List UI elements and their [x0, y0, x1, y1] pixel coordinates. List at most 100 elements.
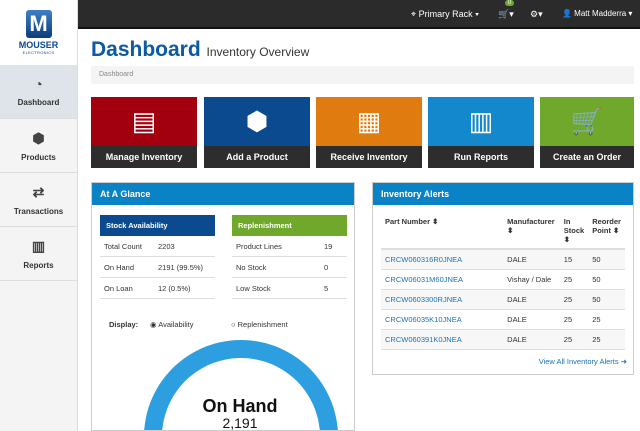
gauge-icon: ◔: [34, 76, 43, 92]
stat-value: 12 (0.5%): [158, 284, 191, 293]
panel-title: Inventory Alerts: [373, 183, 633, 205]
column-header[interactable]: In Stock ⬍: [559, 213, 589, 250]
at-a-glance-panel: At A Glance Stock Availability Total Cou…: [91, 182, 355, 431]
stat-value: 0: [324, 263, 329, 272]
stat-row: Low Stock 5: [232, 278, 347, 299]
column-header[interactable]: Reorder Point ⬍: [588, 213, 625, 250]
logo-mark: M: [25, 10, 52, 38]
sidebar-item-reports[interactable]: ▥ Reports: [0, 227, 77, 281]
exchange-icon: ⇄: [32, 183, 45, 200]
table-row: CRCW060391K0JNEA DALE 25 25: [381, 329, 625, 350]
tile-label: Add a Product: [204, 146, 310, 168]
cell: CRCW06035K10JNEA: [381, 309, 504, 330]
table-row: CRCW06031M60JNEA Vishay / Dale 25 50: [381, 269, 625, 290]
part-number-link[interactable]: CRCW06035K10JNEA: [385, 314, 462, 324]
cubes-icon: ⬢: [32, 129, 45, 146]
tile-create-an-order[interactable]: 🛒 Create an Order: [540, 97, 634, 168]
tile-icon: ▦: [356, 106, 382, 136]
sidebar-item-dashboard[interactable]: ◔ Dashboard: [0, 65, 77, 119]
inventory-alerts-panel: Inventory Alerts Part Number ⬍ Manufactur…: [372, 182, 634, 375]
part-number-link[interactable]: CRCW060391K0JNEA: [385, 334, 462, 344]
location-label: Primary Rack ▾: [418, 9, 479, 19]
stock-availability: Stock Availability Total Count 2203 On Han…: [100, 215, 215, 299]
display-label: Display:: [109, 320, 139, 329]
part-number-link[interactable]: CRCW0603300RJNEA: [385, 294, 463, 304]
cell: 25: [559, 309, 589, 330]
cell: 50: [588, 289, 625, 310]
sidebar: M MOUSER ELECTRONICS ◔ Dashboard ⬢ Product…: [0, 0, 78, 431]
cell: 25: [559, 329, 589, 350]
title-text: Dashboard: [91, 38, 201, 61]
cell: Vishay / Dale: [503, 269, 560, 290]
page-subtitle: Inventory Overview: [206, 45, 310, 59]
column-header[interactable]: Part Number ⬍: [381, 213, 504, 250]
stat-value: 2191 (99.5%): [158, 263, 204, 272]
cell: 15: [559, 249, 589, 270]
stat-row: On Hand 2191 (99.5%): [100, 257, 215, 278]
page-title: Dashboard Inventory Overview: [91, 38, 309, 62]
label: Products: [21, 152, 56, 162]
logo-sub: ELECTRONICS: [22, 50, 55, 55]
table-row: CRCW060316R0JNEA DALE 15 50: [381, 249, 625, 270]
stat-label: No Stock: [236, 263, 267, 272]
donut-ring: [144, 340, 338, 430]
cell: DALE: [503, 289, 560, 310]
table-row: CRCW06035K10JNEA DALE 25 25: [381, 309, 625, 330]
cell: DALE: [503, 329, 560, 350]
cell: DALE: [503, 249, 560, 270]
label: Dashboard: [17, 98, 60, 107]
cell: 25: [588, 309, 625, 330]
column-header[interactable]: Manufacturer ⬍: [503, 213, 560, 250]
label: Transactions: [13, 206, 64, 216]
sidebar-item-products[interactable]: ⬢ Products: [0, 119, 77, 173]
stat-row: No Stock 0: [232, 257, 347, 278]
settings-dropdown[interactable]: ⚙▾: [530, 9, 543, 19]
tile-manage-inventory[interactable]: ▤ Manage Inventory: [91, 97, 197, 168]
alerts-table: Part Number ⬍ Manufacturer ⬍ In Stock ⬍ Reo…: [381, 213, 625, 350]
tile-icon: 🛒: [570, 106, 604, 136]
cell: 50: [588, 249, 625, 270]
stat-label: Low Stock: [236, 284, 271, 293]
tile-run-reports[interactable]: ▥ Run Reports: [428, 97, 534, 168]
tile-icon: ▤: [131, 106, 157, 136]
tile-add-a-product[interactable]: ⬢ Add a Product: [204, 97, 310, 168]
stat-label: Product Lines: [236, 242, 282, 251]
cell: 50: [588, 269, 625, 290]
replenishment: Replenishment Product Lines 19 No Stock 0 Lo…: [232, 215, 347, 299]
radio-replenishment[interactable]: ○ Replenishment: [231, 320, 288, 329]
tile-icon: ▥: [468, 106, 494, 136]
breadcrumb[interactable]: Dashboard: [91, 66, 634, 84]
stat-value: 2203: [158, 242, 175, 251]
sidebar-item-transactions[interactable]: ⇄ Transactions: [0, 173, 77, 227]
replenishment-title: Replenishment: [232, 215, 347, 236]
view-all-alerts-link[interactable]: View All Inventory Alerts ➜: [538, 357, 627, 366]
radio-label: Replenishment: [237, 320, 288, 329]
stat-row: Product Lines 19: [232, 236, 347, 257]
on-hand-donut: [144, 340, 338, 430]
tile-icon: ⬢: [245, 106, 269, 136]
mouser-logo[interactable]: M MOUSER ELECTRONICS: [0, 0, 77, 65]
radio-label: Availability: [158, 320, 194, 329]
top-bar: ⌖ Primary Rack ▾ 🛒▾ 0 ⚙▾ 👤 Matt Madderra…: [78, 0, 640, 29]
cell: 25: [588, 329, 625, 350]
cart-dropdown[interactable]: 🛒▾: [498, 9, 514, 19]
stat-label: On Loan: [104, 284, 133, 293]
part-number-link[interactable]: CRCW06031M60JNEA: [385, 274, 463, 284]
label: Reports: [23, 260, 54, 270]
stat-label: Total Count: [104, 242, 142, 251]
donut-value: 2,191: [222, 415, 258, 431]
part-number-link[interactable]: CRCW060316R0JNEA: [385, 254, 463, 264]
location-dropdown[interactable]: ⌖ Primary Rack ▾: [411, 9, 479, 19]
tile-label: Manage Inventory: [91, 146, 197, 168]
tile-label: Run Reports: [428, 146, 534, 168]
cell: CRCW060316R0JNEA: [381, 249, 504, 270]
logo-name: MOUSER: [18, 40, 59, 50]
stat-row: Total Count 2203: [100, 236, 215, 257]
radio-availability[interactable]: ◉ Availability: [150, 320, 194, 329]
bar-chart-icon: ▥: [31, 237, 46, 254]
cell: CRCW0603300RJNEA: [381, 289, 504, 310]
stat-value: 19: [324, 242, 333, 251]
tile-receive-inventory[interactable]: ▦ Receive Inventory: [316, 97, 422, 168]
user-menu[interactable]: 👤 Matt Madderra ▾: [562, 9, 633, 18]
table-row: CRCW0603300RJNEA DALE 25 50: [381, 289, 625, 310]
